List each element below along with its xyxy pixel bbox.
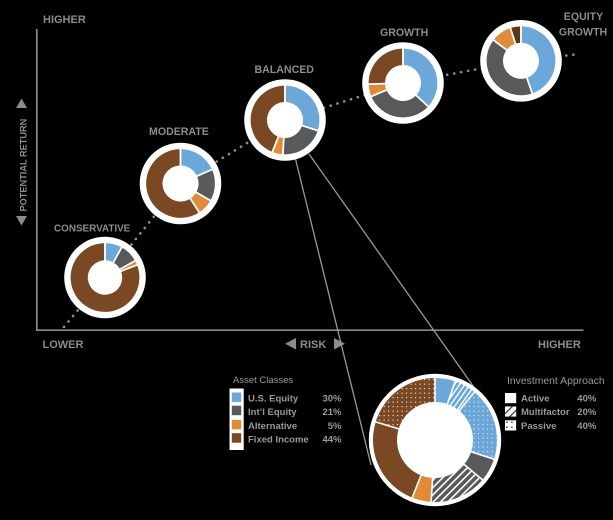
- svg-text:CONSERVATIVE: CONSERVATIVE: [54, 224, 131, 235]
- svg-text:HIGHER: HIGHER: [43, 14, 86, 26]
- svg-text:LOWER: LOWER: [43, 339, 84, 351]
- svg-text:Passive: Passive: [521, 421, 556, 432]
- svg-text:POTENTIAL RETURN: POTENTIAL RETURN: [18, 118, 28, 211]
- svg-text:U.S. Equity: U.S. Equity: [248, 394, 299, 405]
- svg-text:Alternative: Alternative: [248, 421, 297, 432]
- svg-text:40%: 40%: [577, 394, 597, 405]
- svg-text:RISK: RISK: [300, 339, 326, 351]
- svg-text:Asset Classes: Asset Classes: [233, 375, 293, 386]
- svg-text:Active: Active: [521, 394, 550, 405]
- svg-text:21%: 21%: [322, 407, 342, 418]
- svg-text:40%: 40%: [577, 421, 597, 432]
- svg-text:BALANCED: BALANCED: [255, 64, 315, 76]
- svg-text:EQUITY: EQUITY: [564, 11, 603, 23]
- svg-text:MODERATE: MODERATE: [149, 126, 209, 138]
- svg-text:5%: 5%: [328, 421, 342, 432]
- svg-text:30%: 30%: [322, 394, 342, 405]
- svg-text:HIGHER: HIGHER: [538, 339, 581, 351]
- svg-text:GROWTH: GROWTH: [559, 27, 607, 39]
- svg-text:44%: 44%: [322, 434, 342, 445]
- svg-text:GROWTH: GROWTH: [380, 27, 428, 39]
- svg-text:Investment Approach: Investment Approach: [507, 376, 605, 387]
- svg-text:Multifactor: Multifactor: [521, 407, 570, 418]
- svg-text:Int’l Equity: Int’l Equity: [248, 407, 297, 418]
- svg-text:Fixed Income: Fixed Income: [248, 434, 309, 445]
- svg-text:20%: 20%: [577, 407, 597, 418]
